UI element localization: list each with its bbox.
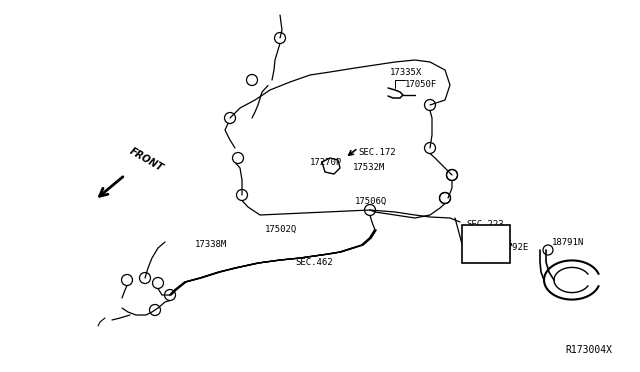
Text: 17506Q: 17506Q (355, 197, 387, 206)
Text: SEC.462: SEC.462 (295, 258, 333, 267)
Text: 17532M: 17532M (353, 163, 385, 172)
Text: 18792E: 18792E (497, 243, 529, 252)
Circle shape (322, 239, 334, 251)
Circle shape (252, 257, 264, 269)
Text: SEC.172: SEC.172 (358, 148, 396, 157)
Text: 17270P: 17270P (310, 158, 342, 167)
Text: 17338M: 17338M (195, 240, 227, 249)
Text: 17502Q: 17502Q (265, 225, 297, 234)
Text: 17050F: 17050F (405, 80, 437, 89)
Text: SEC.223: SEC.223 (466, 220, 504, 229)
Text: FRONT: FRONT (128, 146, 165, 173)
Circle shape (374, 224, 386, 236)
Text: 18791N: 18791N (552, 238, 584, 247)
Text: R173004X: R173004X (565, 345, 612, 355)
Text: 17335X: 17335X (390, 68, 422, 77)
Circle shape (284, 248, 296, 260)
Circle shape (213, 266, 225, 278)
Bar (462, 225, 510, 263)
